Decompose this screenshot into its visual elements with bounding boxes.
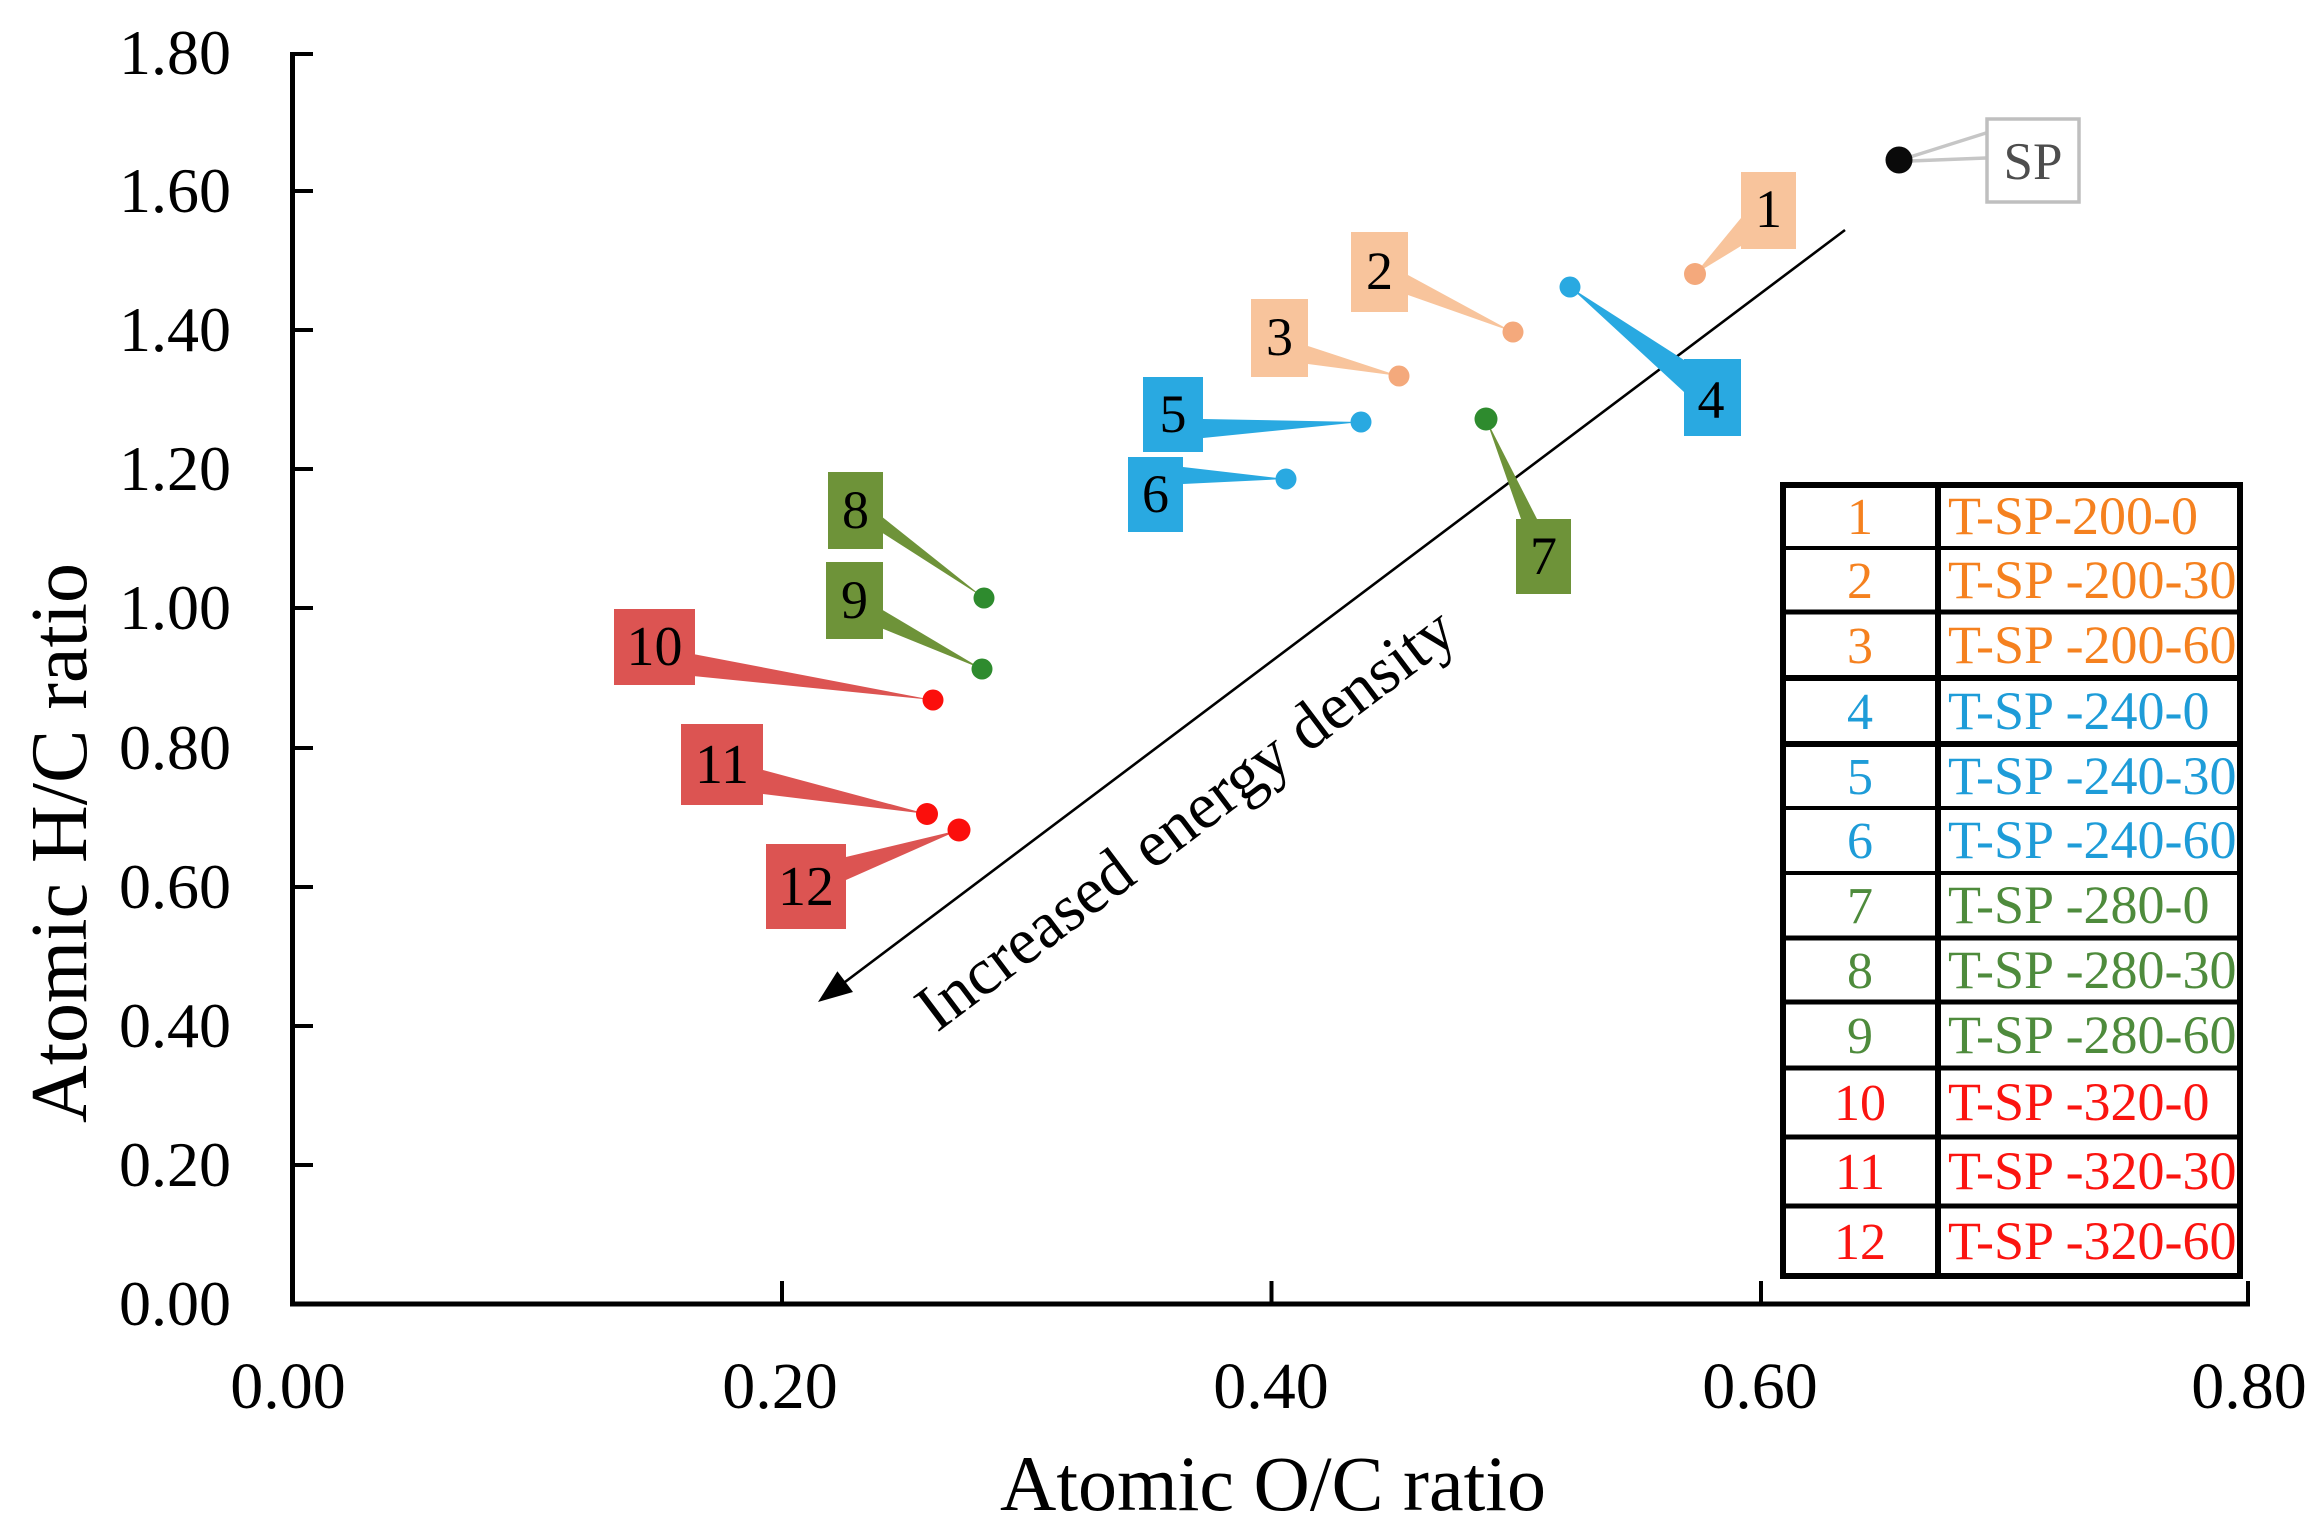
- svg-text:7: 7: [1847, 878, 1873, 935]
- svg-text:0.00: 0.00: [230, 1350, 346, 1423]
- svg-text:T-SP -280-0: T-SP -280-0: [1948, 875, 2210, 935]
- svg-text:T-SP -320-30: T-SP -320-30: [1948, 1141, 2237, 1201]
- svg-text:T-SP -280-60: T-SP -280-60: [1948, 1005, 2237, 1065]
- svg-text:1: 1: [1847, 489, 1873, 546]
- svg-text:0.40: 0.40: [1213, 1350, 1329, 1423]
- svg-text:10: 10: [1834, 1075, 1886, 1132]
- svg-text:1.20: 1.20: [119, 433, 231, 504]
- svg-text:0.20: 0.20: [722, 1350, 838, 1423]
- svg-text:0.60: 0.60: [1702, 1350, 1818, 1423]
- svg-text:10: 10: [627, 616, 683, 678]
- svg-text:T-SP-200-0: T-SP-200-0: [1948, 486, 2198, 546]
- svg-text:1.00: 1.00: [119, 572, 231, 643]
- svg-text:6: 6: [1847, 813, 1873, 870]
- svg-text:11: 11: [695, 734, 749, 796]
- svg-text:9: 9: [841, 570, 868, 630]
- svg-text:7: 7: [1530, 526, 1557, 586]
- svg-text:0.60: 0.60: [119, 851, 231, 922]
- svg-text:11: 11: [1835, 1144, 1885, 1201]
- svg-text:0.80: 0.80: [119, 712, 231, 783]
- svg-text:SP: SP: [2004, 133, 2063, 191]
- svg-text:12: 12: [1834, 1214, 1886, 1271]
- svg-text:8: 8: [1847, 943, 1873, 1000]
- svg-text:9: 9: [1847, 1008, 1873, 1065]
- svg-text:0.00: 0.00: [119, 1268, 231, 1339]
- svg-text:T-SP -240-0: T-SP -240-0: [1948, 681, 2210, 741]
- svg-text:T-SP -320-60: T-SP -320-60: [1948, 1211, 2237, 1271]
- svg-text:T-SP -200-60: T-SP -200-60: [1948, 615, 2237, 675]
- svg-text:1.80: 1.80: [119, 17, 231, 88]
- svg-text:5: 5: [1160, 384, 1187, 444]
- svg-text:0.80: 0.80: [2191, 1350, 2307, 1423]
- svg-text:0.20: 0.20: [119, 1129, 231, 1200]
- svg-text:8: 8: [842, 480, 869, 540]
- svg-text:1.60: 1.60: [119, 155, 231, 226]
- svg-text:3: 3: [1847, 618, 1873, 675]
- svg-text:5: 5: [1847, 749, 1873, 806]
- svg-text:Atomic H/C ratio: Atomic H/C ratio: [16, 563, 104, 1123]
- svg-text:0.40: 0.40: [119, 990, 231, 1061]
- svg-text:1: 1: [1755, 179, 1782, 239]
- svg-text:6: 6: [1142, 464, 1169, 524]
- svg-text:T-SP -240-30: T-SP -240-30: [1948, 746, 2237, 806]
- svg-text:T-SP -200-30: T-SP -200-30: [1948, 550, 2237, 610]
- svg-text:T-SP -320-0: T-SP -320-0: [1948, 1072, 2210, 1132]
- svg-text:12: 12: [778, 856, 834, 918]
- svg-text:2: 2: [1847, 553, 1873, 610]
- svg-text:3: 3: [1266, 307, 1293, 367]
- svg-text:4: 4: [1847, 684, 1873, 741]
- svg-text:T-SP -240-60: T-SP -240-60: [1948, 810, 2237, 870]
- svg-text:2: 2: [1366, 241, 1393, 301]
- svg-text:Atomic O/C ratio: Atomic O/C ratio: [1000, 1440, 1546, 1527]
- svg-text:4: 4: [1698, 370, 1725, 430]
- svg-text:T-SP -280-30: T-SP -280-30: [1948, 940, 2237, 1000]
- svg-text:1.40: 1.40: [119, 294, 231, 365]
